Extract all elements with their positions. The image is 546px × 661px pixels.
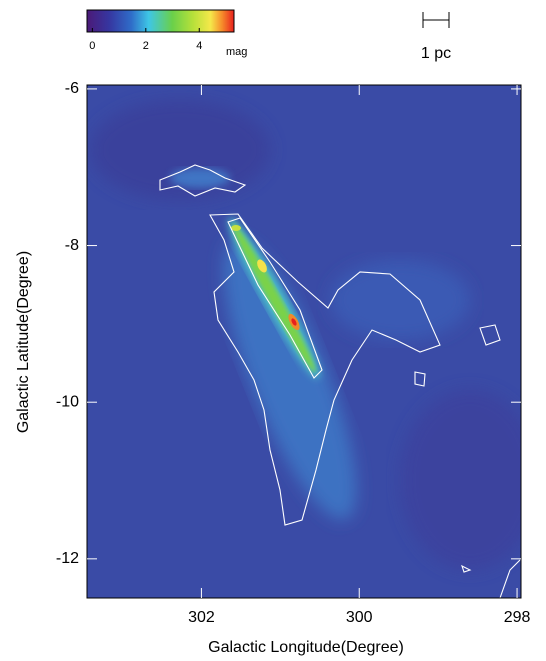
x-tick-label: 298: [504, 609, 531, 626]
y-tick-label: -8: [65, 237, 79, 254]
y-tick-label: -6: [65, 80, 79, 97]
image: [87, 85, 521, 598]
y-tick-label: -12: [56, 550, 79, 567]
scale-bar-label: 1 pc: [421, 45, 451, 62]
colorbar-tick-label: 4: [196, 40, 202, 52]
x-tick-label: 300: [346, 609, 373, 626]
x-axis-label: Galactic Longitude(Degree): [208, 639, 404, 656]
x-tick-label: 302: [188, 609, 215, 626]
y-tick-label: -10: [56, 393, 79, 410]
scale-bar: [422, 12, 450, 28]
y-axis-label: Galactic Latitude(Degree): [15, 251, 32, 433]
colorbar-tick-label: 2: [143, 40, 149, 52]
colorbar-tick-label: 0: [89, 40, 95, 52]
colorbar: [86, 9, 235, 33]
plot-frame: [86, 84, 522, 599]
colorbar-label: mag: [226, 46, 247, 58]
